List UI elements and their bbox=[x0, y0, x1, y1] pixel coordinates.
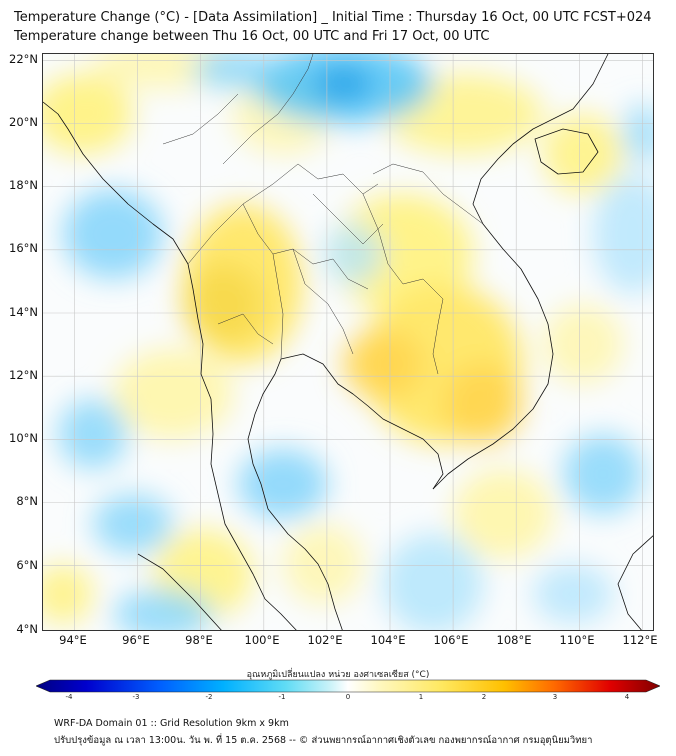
lon-label: 96°E bbox=[122, 633, 150, 647]
colorbar-tick: 0 bbox=[345, 693, 351, 701]
lat-label: 4°N bbox=[16, 622, 38, 636]
graticule bbox=[43, 54, 653, 630]
lat-label: 16°N bbox=[9, 241, 38, 255]
lat-label: 18°N bbox=[9, 178, 38, 192]
colorbar-tick: -4 bbox=[65, 693, 73, 701]
colorbar-tick: -3 bbox=[132, 693, 140, 701]
footer-model-info: WRF-DA Domain 01 :: Grid Resolution 9km … bbox=[54, 718, 289, 729]
lon-label: 104°E bbox=[370, 633, 406, 647]
map-canvas bbox=[43, 54, 653, 630]
colorbar-tick: -2 bbox=[205, 693, 213, 701]
lat-label: 6°N bbox=[16, 558, 38, 572]
lon-label: 102°E bbox=[307, 633, 343, 647]
lat-label: 10°N bbox=[9, 431, 38, 445]
lat-label: 20°N bbox=[9, 115, 38, 129]
lon-label: 100°E bbox=[244, 633, 280, 647]
colorbar-tick: 1 bbox=[418, 693, 424, 701]
colorbar-title: อุณหภูมิเปลี่ยนแปลง หน่วย องศาเซลเซียส (… bbox=[246, 670, 430, 680]
colorbar-tick: -1 bbox=[278, 693, 286, 701]
colorbar-tick: 4 bbox=[624, 693, 630, 701]
lon-label: 98°E bbox=[185, 633, 213, 647]
lat-label: 12°N bbox=[9, 368, 38, 382]
colorbar-tick: 3 bbox=[552, 693, 558, 701]
temperature-change-map bbox=[42, 53, 654, 631]
lat-label: 22°N bbox=[9, 52, 38, 66]
footer-update-info: ปรับปรุงข้อมูล ณ เวลา 13:00น. วัน พ. ที่… bbox=[54, 735, 593, 746]
temperature-field bbox=[43, 54, 653, 630]
lon-label: 110°E bbox=[559, 633, 595, 647]
admin-borders bbox=[162, 54, 484, 375]
lat-label: 14°N bbox=[9, 305, 38, 319]
colorbar-tick: 2 bbox=[481, 693, 487, 701]
chart-subtitle: Temperature change between Thu 16 Oct, 0… bbox=[14, 29, 490, 44]
lon-label: 108°E bbox=[496, 633, 532, 647]
coastlines bbox=[43, 54, 653, 630]
lon-label: 94°E bbox=[59, 633, 87, 647]
chart-title: Temperature Change (°C) - [Data Assimila… bbox=[14, 10, 652, 25]
colorbar bbox=[36, 679, 660, 693]
lat-label: 8°N bbox=[16, 494, 38, 508]
lon-label: 112°E bbox=[622, 633, 658, 647]
lon-label: 106°E bbox=[433, 633, 469, 647]
